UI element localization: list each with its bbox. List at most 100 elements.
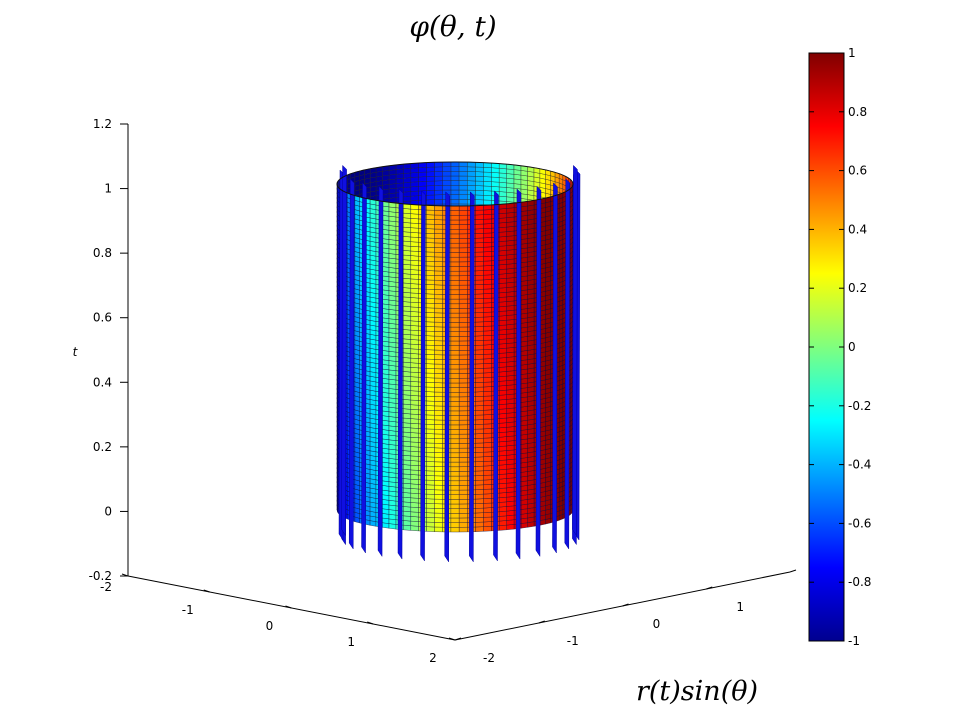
surface-patch xyxy=(483,181,492,187)
surface-patch xyxy=(395,182,404,189)
surface-patch xyxy=(434,166,443,172)
surface-patch xyxy=(450,161,460,167)
surface-patch xyxy=(442,175,452,181)
surface-patch xyxy=(491,181,500,188)
surface-patch xyxy=(458,199,468,205)
surface-patch xyxy=(491,167,500,174)
surface-patch xyxy=(410,167,419,174)
surface-patch xyxy=(467,166,476,172)
surface-patch xyxy=(499,196,507,202)
surface-patch xyxy=(442,185,452,191)
surface-patch xyxy=(434,175,443,182)
surface-patch xyxy=(499,172,507,179)
surface-patch xyxy=(410,181,419,188)
surface-patch xyxy=(475,162,484,168)
surface-patch xyxy=(426,180,435,187)
surface-patch xyxy=(434,161,443,168)
surface-patch xyxy=(499,191,507,197)
surface-patch xyxy=(450,194,460,200)
surface-patch xyxy=(458,166,468,172)
surface-patch xyxy=(467,161,476,168)
surface-patch xyxy=(458,185,468,191)
surface-patch xyxy=(410,172,419,178)
surface-patch xyxy=(458,175,468,181)
surface-patch xyxy=(506,178,515,184)
surface-patch xyxy=(499,182,507,188)
surface-patch xyxy=(442,166,452,172)
surface-patch xyxy=(467,171,476,177)
surface-patch xyxy=(418,171,427,178)
surface-patch xyxy=(434,189,443,196)
surface-patch xyxy=(475,171,484,177)
surface-patch xyxy=(450,199,460,205)
surface-patch xyxy=(450,175,460,181)
surface-patch xyxy=(506,187,515,194)
surface-patch xyxy=(410,176,419,183)
surface-patch xyxy=(483,199,492,206)
surface-patch xyxy=(450,180,460,186)
surface-patch xyxy=(395,178,404,184)
surface-patch xyxy=(483,195,492,201)
surface-patch xyxy=(450,189,460,195)
surface-patch xyxy=(450,171,460,177)
surface-patch xyxy=(410,186,419,192)
surface-patch xyxy=(483,171,492,178)
surface-patch xyxy=(403,182,411,188)
surface-patch xyxy=(450,185,460,191)
surface-patch xyxy=(403,191,411,197)
surface-patch xyxy=(403,168,411,174)
cylinder-surface xyxy=(336,161,581,563)
surface-patch xyxy=(418,162,427,168)
surface-patch xyxy=(426,166,435,173)
surface-patch xyxy=(395,168,404,175)
surface-patch xyxy=(442,161,452,167)
surface-patch xyxy=(418,181,427,187)
surface-patch xyxy=(499,177,507,184)
surface-patch xyxy=(475,166,484,173)
surface-patch xyxy=(426,194,435,201)
surface-patch xyxy=(426,176,435,182)
surface-patch xyxy=(506,182,515,189)
surface-patch xyxy=(483,162,492,168)
surface-patch xyxy=(418,167,427,173)
surface-patch xyxy=(426,199,435,205)
surface-patch xyxy=(442,180,452,186)
surface-patch xyxy=(491,172,500,178)
surface-patch xyxy=(434,171,443,177)
surface-patch xyxy=(426,185,435,191)
surface-patch xyxy=(450,166,460,172)
surface-patch xyxy=(426,190,435,196)
surface-patch xyxy=(410,195,419,202)
surface-patch xyxy=(475,194,484,201)
surface-patch xyxy=(483,167,492,173)
surface-patch xyxy=(483,176,492,182)
surface-patch xyxy=(434,185,443,191)
surface-patch xyxy=(458,171,468,177)
surface-patch xyxy=(483,185,492,192)
surface-patch xyxy=(403,177,411,184)
surface-patch xyxy=(499,186,507,193)
surface-patch xyxy=(483,190,492,196)
surface-patch xyxy=(491,186,500,192)
surface-patch xyxy=(491,176,500,183)
surface-patch xyxy=(403,196,411,202)
surface-patch xyxy=(506,192,515,198)
surface-patch xyxy=(458,180,468,186)
surface-patch xyxy=(475,185,484,191)
surface-patch xyxy=(467,180,476,186)
surface-patch xyxy=(403,172,411,179)
surface-patch xyxy=(403,186,411,193)
surface-patch xyxy=(467,185,476,191)
surface-patch xyxy=(426,162,435,168)
surface-patch xyxy=(475,199,484,205)
surface-patch xyxy=(458,189,468,195)
surface-patch xyxy=(475,176,484,182)
surface-patch xyxy=(506,196,515,203)
surface-patch xyxy=(467,175,476,182)
surface-patch xyxy=(434,180,443,186)
surface-patch xyxy=(475,190,484,196)
surface-patch xyxy=(499,168,507,174)
surface-patch xyxy=(410,190,419,197)
surface-patch xyxy=(475,180,484,187)
